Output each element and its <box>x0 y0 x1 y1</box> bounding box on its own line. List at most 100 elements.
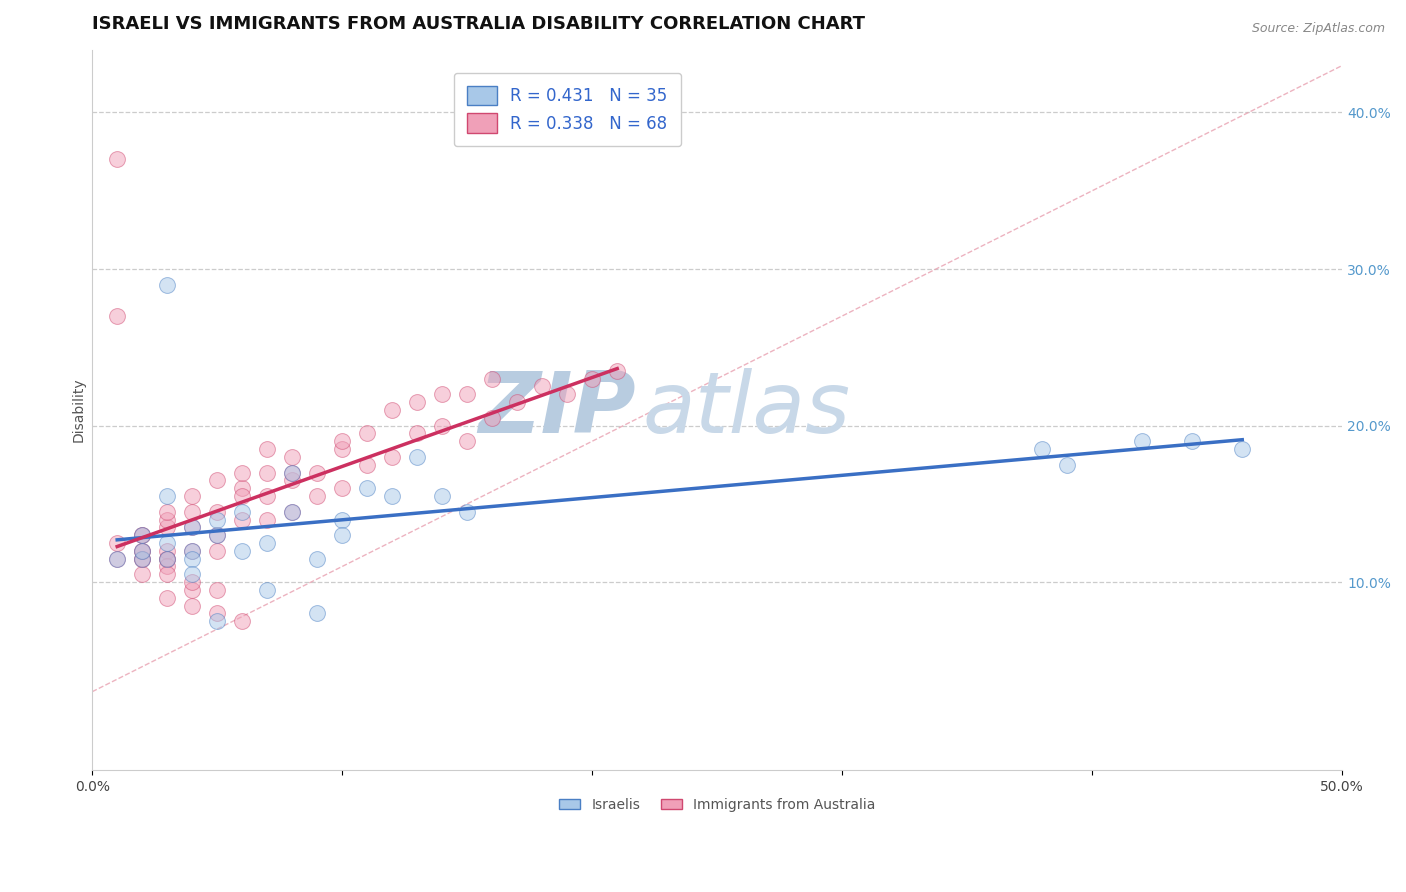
Point <box>181 582 204 597</box>
Point <box>181 544 204 558</box>
Point <box>205 582 228 597</box>
Point <box>281 474 304 488</box>
Point <box>456 387 478 401</box>
Point <box>181 505 204 519</box>
Point <box>205 474 228 488</box>
Point <box>307 489 329 503</box>
Point <box>131 528 153 542</box>
Point <box>156 551 179 566</box>
Point <box>105 551 128 566</box>
Point <box>231 544 253 558</box>
Point <box>131 567 153 582</box>
Point <box>1031 442 1053 456</box>
Point <box>330 434 353 449</box>
Point <box>1130 434 1153 449</box>
Point <box>131 544 153 558</box>
Point <box>256 466 278 480</box>
Point <box>231 505 253 519</box>
Point <box>156 544 179 558</box>
Point <box>531 379 554 393</box>
Point <box>205 505 228 519</box>
Point <box>406 426 429 441</box>
Point <box>307 466 329 480</box>
Point <box>406 450 429 464</box>
Point <box>481 371 503 385</box>
Point <box>330 481 353 495</box>
Point <box>406 395 429 409</box>
Point <box>105 153 128 167</box>
Point <box>181 544 204 558</box>
Point <box>156 591 179 605</box>
Point <box>156 567 179 582</box>
Point <box>131 544 153 558</box>
Point <box>307 551 329 566</box>
Point <box>181 520 204 534</box>
Point <box>131 551 153 566</box>
Point <box>606 364 628 378</box>
Point <box>281 466 304 480</box>
Point <box>356 481 378 495</box>
Point <box>432 418 454 433</box>
Point <box>231 614 253 628</box>
Point <box>256 442 278 456</box>
Point <box>506 395 529 409</box>
Text: ZIP: ZIP <box>478 368 636 451</box>
Point <box>205 528 228 542</box>
Point <box>1232 442 1254 456</box>
Point <box>231 466 253 480</box>
Point <box>231 481 253 495</box>
Point <box>156 489 179 503</box>
Point <box>105 536 128 550</box>
Point <box>181 520 204 534</box>
Point <box>481 410 503 425</box>
Point <box>205 607 228 621</box>
Point <box>205 544 228 558</box>
Point <box>231 489 253 503</box>
Point <box>381 450 404 464</box>
Point <box>131 528 153 542</box>
Point <box>131 544 153 558</box>
Point <box>256 582 278 597</box>
Point <box>156 505 179 519</box>
Point <box>156 551 179 566</box>
Point <box>256 512 278 526</box>
Text: atlas: atlas <box>643 368 851 451</box>
Y-axis label: Disability: Disability <box>72 377 86 442</box>
Point <box>581 371 603 385</box>
Point <box>281 466 304 480</box>
Point <box>205 512 228 526</box>
Point <box>256 489 278 503</box>
Point <box>181 599 204 613</box>
Point <box>456 434 478 449</box>
Point <box>456 505 478 519</box>
Point <box>281 505 304 519</box>
Point <box>105 551 128 566</box>
Point <box>330 528 353 542</box>
Text: ISRAELI VS IMMIGRANTS FROM AUSTRALIA DISABILITY CORRELATION CHART: ISRAELI VS IMMIGRANTS FROM AUSTRALIA DIS… <box>93 15 865 33</box>
Point <box>156 520 179 534</box>
Point <box>1056 458 1078 472</box>
Point <box>156 277 179 292</box>
Point <box>156 559 179 574</box>
Legend: Israelis, Immigrants from Australia: Israelis, Immigrants from Australia <box>554 792 880 817</box>
Point <box>181 551 204 566</box>
Point <box>330 442 353 456</box>
Point <box>131 551 153 566</box>
Point <box>381 489 404 503</box>
Point <box>555 387 578 401</box>
Text: Source: ZipAtlas.com: Source: ZipAtlas.com <box>1251 22 1385 36</box>
Point <box>356 426 378 441</box>
Point <box>432 489 454 503</box>
Point <box>205 614 228 628</box>
Point <box>356 458 378 472</box>
Point <box>231 512 253 526</box>
Point <box>381 403 404 417</box>
Point <box>181 567 204 582</box>
Point <box>156 512 179 526</box>
Point <box>205 528 228 542</box>
Point <box>156 536 179 550</box>
Point <box>256 536 278 550</box>
Point <box>281 450 304 464</box>
Point <box>432 387 454 401</box>
Point <box>1181 434 1204 449</box>
